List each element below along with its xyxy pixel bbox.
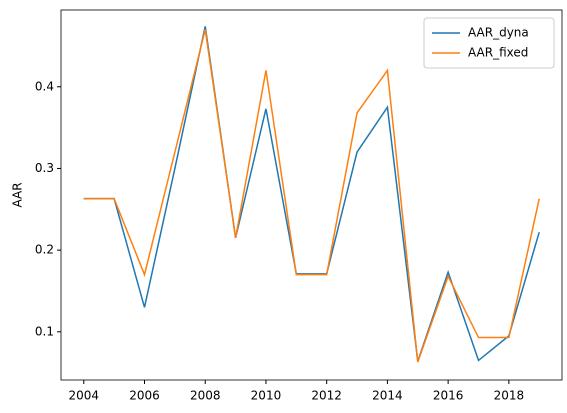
legend-label: AAR_dyna <box>468 26 529 40</box>
line-series <box>83 26 540 362</box>
y-axis-label: AAR <box>11 182 25 207</box>
x-tick-label: 2018 <box>494 389 525 403</box>
x-tick-label: 2004 <box>68 389 99 403</box>
legend-box <box>423 17 555 69</box>
y-tick-label: 0.4 <box>35 79 54 93</box>
y-tick-label: 0.3 <box>35 161 54 175</box>
x-tick-label: 2006 <box>129 389 160 403</box>
line-series <box>83 29 540 363</box>
x-tick-label: 2008 <box>190 389 221 403</box>
y-tick-label: 0.1 <box>35 324 54 338</box>
y-tick-label: 0.2 <box>35 243 54 257</box>
plot-frame <box>60 9 563 381</box>
x-tick-label: 2010 <box>251 389 282 403</box>
x-tick-label: 2012 <box>311 389 342 403</box>
x-tick-label: 2014 <box>372 389 403 403</box>
legend-label: AAR_fixed <box>468 46 528 60</box>
x-tick-label: 2016 <box>433 389 464 403</box>
